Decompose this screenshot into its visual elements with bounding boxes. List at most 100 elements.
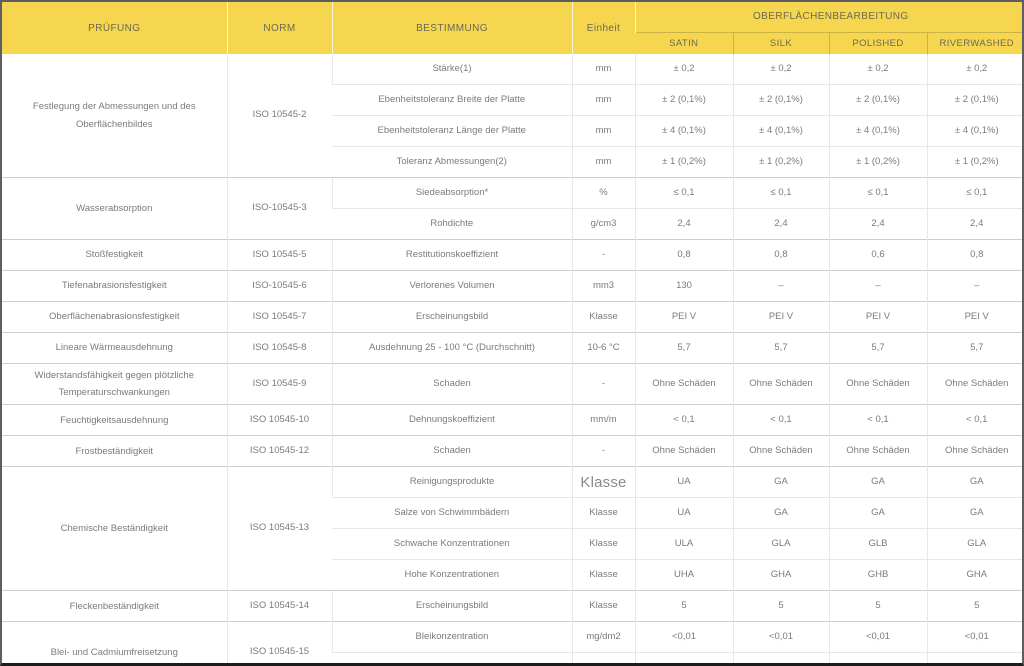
bestimmung-cell: Restitutionskoeffizient xyxy=(331,239,572,271)
norm-cell: ISO 10545-13 xyxy=(226,466,332,591)
table-row: Festlegung der Abmessungen und des Oberf… xyxy=(2,54,1022,178)
bestimmung-cell: Ebenheitstoleranz Länge der Platte xyxy=(332,115,572,147)
pruefung-cell: Festlegung der Abmessungen und des Oberf… xyxy=(2,54,227,178)
table-row: Feuchtigkeitsausdehnung ISO 10545-10 Dehnu… xyxy=(2,404,1022,436)
einheit-cell: g/cm3 xyxy=(571,208,635,240)
value-cell-silk: – xyxy=(732,270,829,302)
value-cell-satin: 5 xyxy=(634,590,733,622)
value-cell-satin: 0,8 xyxy=(634,239,733,271)
col-header-bestimmung: BESTIMMUNG xyxy=(331,2,572,54)
pruefung-cell: Blei- und Cadmiumfreisetzung xyxy=(2,621,227,663)
value-cell-polished: GA xyxy=(828,497,927,529)
value-cell-polished: GHB xyxy=(828,559,927,591)
einheit-cell: mm xyxy=(571,84,635,116)
einheit-cell: - xyxy=(571,435,635,467)
table-row: Tiefenabrasionsfestigkeit ISO-10545-6 Verl… xyxy=(2,270,1022,302)
value-cell-silk: Ohne Schäden xyxy=(732,362,829,405)
col-header-polished: POLISHED xyxy=(828,31,927,54)
table-header: PRÜFUNG NORM BESTIMMUNG Einheit OBERFLÄC… xyxy=(2,2,1022,54)
value-cell-polished: 5,7 xyxy=(828,332,927,364)
value-cell-polished: GA xyxy=(828,466,927,498)
table-row: Salze von Schwimmbädern Klasse UA GA GA GA xyxy=(2,497,1022,529)
value-cell-riverwashed: <0,001 xyxy=(926,652,1022,663)
col-header-norm: NORM xyxy=(226,2,332,54)
value-cell-silk: 5 xyxy=(732,590,829,622)
value-cell-riverwashed: 2,4 xyxy=(926,208,1022,240)
pruefung-cell: Frostbeständigkeit xyxy=(2,435,227,467)
norm-cell: ISO 10545-14 xyxy=(226,590,332,622)
value-cell-silk: PEI V xyxy=(732,301,829,333)
value-cell-riverwashed: Ohne Schäden xyxy=(926,362,1022,405)
value-cell-silk: GLA xyxy=(732,528,829,560)
value-cell-polished: 0,6 xyxy=(828,239,927,271)
value-cell-riverwashed: – xyxy=(926,270,1022,302)
value-cell-riverwashed: Ohne Schäden xyxy=(926,435,1022,467)
value-cell-riverwashed: <0,01 xyxy=(926,621,1022,653)
value-cell-polished: <0,001 xyxy=(828,652,927,663)
value-cell-silk: ± 2 (0,1%) xyxy=(732,84,829,116)
table-row: Frostbeständigkeit ISO 10545-12 Schaden - Oh… xyxy=(2,435,1022,467)
bestimmung-cell: Ausdehnung 25 - 100 °C (Durchschnitt) xyxy=(331,332,572,364)
einheit-cell: Klasse xyxy=(571,301,635,333)
table-row: Wasserabsorption ISO-10545-3 Siedeabsorpti… xyxy=(2,177,1022,240)
einheit-cell: - xyxy=(571,362,635,405)
table-row: Blei- und Cadmiumfreisetzung ISO 10545-15… xyxy=(2,621,1022,663)
value-cell-silk: < 0,1 xyxy=(732,404,829,436)
bestimmung-cell: Schaden xyxy=(331,435,572,467)
norm-cell: ISO 10545-2 xyxy=(226,54,332,178)
value-cell-silk: ≤ 0,1 xyxy=(732,177,829,209)
value-cell-satin: < 0,1 xyxy=(634,404,733,436)
bestimmung-cell: Bleikonzentration xyxy=(331,621,572,653)
value-cell-riverwashed: 5 xyxy=(926,590,1022,622)
value-cell-silk: ± 0,2 xyxy=(732,54,829,85)
norm-cell: ISO 10545-8 xyxy=(226,332,332,364)
value-cell-silk: ± 4 (0,1%) xyxy=(732,115,829,147)
norm-cell: ISO 10545-15 xyxy=(226,621,332,663)
norm-cell: ISO-10545-3 xyxy=(226,177,332,240)
bestimmung-cell: Siedeabsorption* xyxy=(331,177,572,209)
value-cell-polished: ≤ 0,1 xyxy=(828,177,927,209)
value-cell-riverwashed: ≤ 0,1 xyxy=(926,177,1022,209)
value-cell-silk: 2,4 xyxy=(732,208,829,240)
einheit-cell: mm3 xyxy=(571,270,635,302)
table-row: Rohdichte g/cm3 2,4 2,4 2,4 2,4 xyxy=(2,208,1022,240)
col-header-riverwashed: RIVERWASHED xyxy=(926,31,1022,54)
value-cell-riverwashed: GA xyxy=(926,466,1022,498)
value-cell-satin: ≤ 0,1 xyxy=(634,177,733,209)
bestimmung-cell: Toleranz Abmessungen(2) xyxy=(332,146,572,178)
value-cell-riverwashed: GLA xyxy=(926,528,1022,560)
einheit-cell: 10-6 °C xyxy=(571,332,635,364)
table-row: Chemische Beständigkeit ISO 10545-13 Reini… xyxy=(2,466,1022,591)
einheit-cell: Klasse xyxy=(571,466,635,498)
bestimmung-cell: Schaden xyxy=(331,362,572,405)
einheit-cell: mm xyxy=(571,146,635,178)
value-cell-polished: GLB xyxy=(828,528,927,560)
bestimmung-cell: Schwache Konzentrationen xyxy=(332,528,572,560)
value-cell-satin: <0,01 xyxy=(634,621,733,653)
table-row: Hohe Konzentrationen Klasse UHA GHA GHB GHA xyxy=(2,559,1022,591)
value-cell-silk: <0,001 xyxy=(732,652,829,663)
value-cell-satin: Ohne Schäden xyxy=(634,435,733,467)
value-cell-polished: ± 0,2 xyxy=(828,54,927,85)
table-row: Fleckenbeständigkeit ISO 10545-14 Erschein… xyxy=(2,590,1022,622)
pruefung-cell: Lineare Wärmeausdehnung xyxy=(2,332,227,364)
value-cell-satin: ± 1 (0,2%) xyxy=(634,146,733,178)
value-cell-riverwashed: GA xyxy=(926,497,1022,529)
value-cell-satin: 5,7 xyxy=(634,332,733,364)
bestimmung-cell: Erscheinungsbild xyxy=(331,301,572,333)
value-cell-silk: GA xyxy=(732,497,829,529)
bestimmung-cell: Reinigungsprodukte xyxy=(331,466,572,498)
table-row: Cadmiumkonzentrationmg/dm2<0,001<0,001<0… xyxy=(2,652,1022,663)
value-cell-satin: PEI V xyxy=(634,301,733,333)
col-header-pruefung: PRÜFUNG xyxy=(2,2,227,54)
table-row: Widerstandsfähigkeit gegen plötzliche Te… xyxy=(2,362,1022,405)
einheit-cell: Klasse xyxy=(571,559,635,591)
value-cell-riverwashed: ± 2 (0,1%) xyxy=(926,84,1022,116)
bestimmung-cell: Cadmiumkonzentration xyxy=(332,652,572,663)
bestimmung-cell: Rohdichte xyxy=(332,208,572,240)
einheit-cell: mm xyxy=(571,54,635,85)
table-row: Stoßfestigkeit ISO 10545-5 Restitutionskoe… xyxy=(2,239,1022,271)
value-cell-polished: 2,4 xyxy=(828,208,927,240)
